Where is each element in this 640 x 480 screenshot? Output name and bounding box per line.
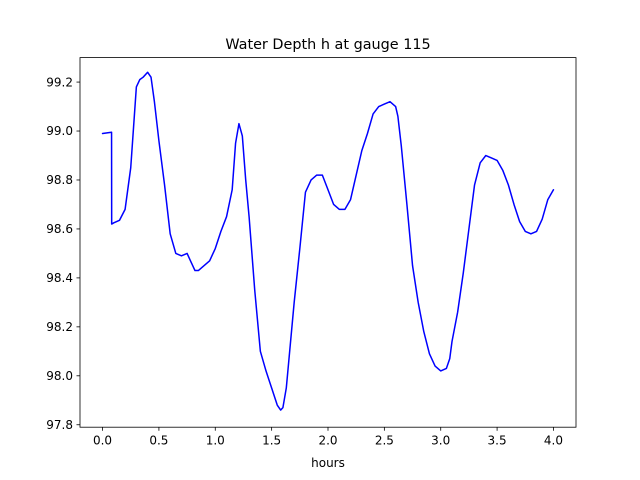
y-tick-label: 98.4: [46, 271, 73, 285]
x-tick-label: 0.5: [149, 434, 168, 448]
y-tick-label: 98.2: [46, 320, 73, 334]
y-tick-label: 99.2: [46, 75, 73, 89]
x-tick-label: 4.0: [544, 434, 563, 448]
x-tick-label: 2.5: [375, 434, 394, 448]
x-tick-label: 2.0: [318, 434, 337, 448]
x-tick-label: 3.0: [431, 434, 450, 448]
y-tick-label: 98.6: [46, 222, 73, 236]
y-axis: 97.8 98.0 98.2 98.4 98.6 98.8 99.0 99.2: [46, 75, 80, 432]
chart-title: Water Depth h at gauge 115: [225, 37, 430, 53]
y-tick-label: 99.0: [46, 124, 73, 138]
series-line-0: [101, 71, 555, 411]
y-tick-label: 98.8: [46, 173, 73, 187]
x-tick-label: 0.0: [93, 434, 112, 448]
x-axis: 0.0 0.5 1.0 1.5 2.0 2.5 3.0 3.5 4.0: [93, 427, 563, 448]
x-axis-label: hours: [311, 456, 345, 470]
x-tick-label: 1.5: [262, 434, 281, 448]
y-tick-label: 98.0: [46, 369, 73, 383]
y-tick-label: 97.8: [46, 418, 73, 432]
x-tick-label: 1.0: [206, 434, 225, 448]
series-layer: [101, 71, 555, 411]
x-tick-label: 3.5: [488, 434, 507, 448]
